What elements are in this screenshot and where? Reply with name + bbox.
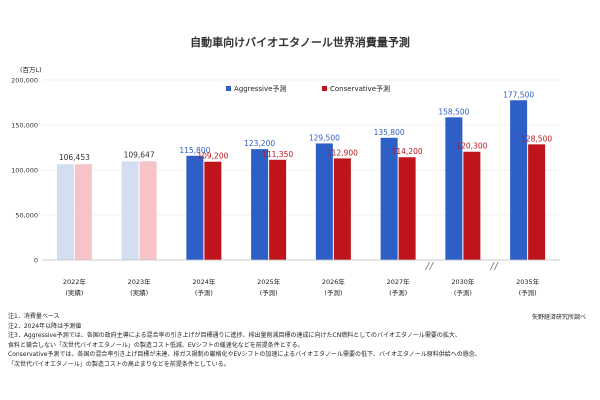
bar-aggressive [510, 100, 528, 260]
x-tick-sublabel: (予測) [454, 288, 472, 297]
data-label-actual: 109,647 [124, 150, 155, 159]
x-tick-sublabel: (予測) [519, 288, 537, 297]
axis-break-mark [425, 261, 430, 271]
data-label: 135,800 [374, 128, 405, 137]
data-label: 111,350 [262, 150, 293, 159]
legend-swatch [322, 86, 327, 91]
legend-label: Aggressive予測 [234, 84, 286, 93]
data-label-actual: 106,453 [59, 153, 90, 162]
data-label: 123,200 [244, 139, 275, 148]
source-credit: 矢野経済研究所調べ [531, 314, 586, 321]
bar-conservative [139, 161, 157, 260]
legend-label: Conservative予測 [330, 84, 390, 93]
bar-aggressive [315, 143, 333, 260]
axis-break-mask [490, 261, 501, 271]
bar-conservative [269, 159, 287, 260]
x-tick-sublabel: (予測) [260, 288, 278, 297]
y-axis-unit-label: (百万L) [20, 66, 42, 74]
footnote: 注3．Aggressive予測では、各国の政府主導による混合率の引き上げが目標通… [8, 332, 461, 340]
footnote: 注2．2024年以降は予測値 [8, 322, 82, 330]
x-tick-sublabel: (予測) [195, 288, 213, 297]
footnote: 食料と競合しない「次世代バイオエタノール」の製造コスト低減、EVシフトの緩速化な… [8, 341, 304, 349]
x-tick-sublabel: (実績) [130, 288, 148, 297]
x-tick-label: 2035年 [516, 277, 540, 286]
bar-aggressive [380, 137, 398, 260]
bar-conservative [333, 158, 351, 260]
data-label: 115,800 [179, 146, 210, 155]
footnote: 「次世代バイオエタノール」の製造コストの高止まりなどを前提条件としている。 [8, 360, 230, 368]
footnote: 注1．消費量ベース [8, 313, 60, 320]
bar-conservative [528, 144, 546, 260]
x-tick-label: 2025年 [257, 277, 281, 286]
x-tick-label: 2027年 [387, 277, 411, 286]
x-tick-label: 2023年 [128, 277, 152, 286]
data-label: 177,500 [503, 90, 534, 99]
x-tick-sublabel: (予測) [389, 288, 407, 297]
axis-break-mark [493, 261, 499, 271]
bar-aggressive [186, 155, 204, 260]
y-tick-label: 50,000 [15, 212, 38, 220]
footnote: Conservative予測では、各国の混合率引き上げ目標が未達、排ガス規制の厳… [8, 351, 481, 359]
bar-aggressive [121, 161, 139, 260]
chart-title: 自動車向けバイオエタノール世界消費量予測 [190, 36, 410, 49]
x-tick-label: 2024年 [192, 277, 216, 286]
data-label: 120,300 [456, 142, 487, 151]
data-label: 129,500 [309, 133, 340, 142]
y-tick-label: 200,000 [11, 77, 38, 85]
data-label: 109,200 [197, 152, 228, 161]
bar-aggressive [445, 117, 463, 260]
x-tick-label: 2026年 [322, 277, 346, 286]
bar-conservative [74, 164, 92, 260]
bar-aggressive [56, 164, 74, 260]
bar-conservative [398, 157, 416, 260]
data-label: 114,200 [392, 147, 423, 156]
legend-swatch [226, 86, 231, 91]
y-tick-label: 150,000 [11, 122, 38, 130]
axis-break-mark [429, 261, 434, 271]
footnotes: 注1．消費量ベース 注2．2024年以降は予測値 注3．Aggressive予測… [8, 312, 548, 370]
bar-conservative [204, 161, 222, 260]
x-tick-sublabel: (予測) [324, 288, 342, 297]
axis-break-mask [425, 261, 436, 271]
x-tick-label: 2022年 [63, 277, 87, 286]
axis-break-mark [489, 261, 495, 271]
y-tick-label: 0 [34, 257, 38, 265]
data-label: 128,500 [521, 134, 552, 143]
x-tick-label: 2030年 [451, 277, 475, 286]
y-tick-label: 100,000 [11, 167, 38, 175]
bar-conservative [463, 151, 481, 260]
bar-aggressive [251, 149, 269, 260]
x-tick-sublabel: (実績) [65, 288, 83, 297]
data-label: 158,500 [438, 107, 469, 116]
data-label: 112,900 [327, 148, 358, 157]
